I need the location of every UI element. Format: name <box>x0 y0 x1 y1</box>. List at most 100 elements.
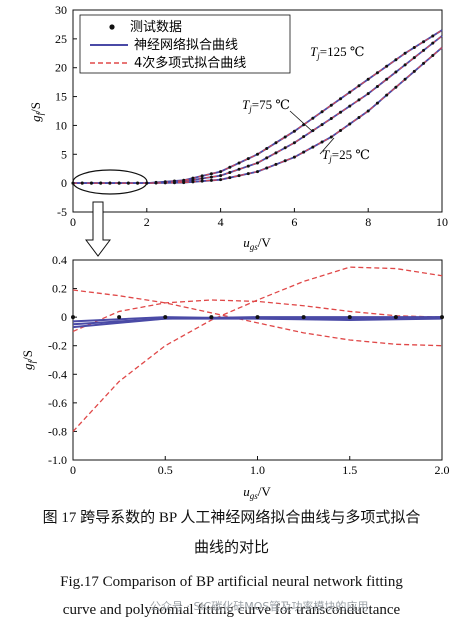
top-measured-point <box>99 181 103 185</box>
top-measured-point <box>292 155 296 159</box>
top-measured-point <box>394 58 398 62</box>
top-measured-point <box>302 150 306 154</box>
top-plot-frame <box>72 9 443 213</box>
bottom-xtick-label: 2.0 <box>435 463 450 477</box>
top-measured-point <box>422 48 426 52</box>
top-measured-point <box>283 146 287 150</box>
top-measured-point <box>89 181 93 185</box>
bottom-measured-point <box>163 315 168 320</box>
top-measured-point <box>320 123 324 127</box>
bottom-measured-point <box>440 315 444 320</box>
top-measured-point <box>329 103 333 107</box>
bottom-xtick-label: 1.5 <box>342 463 357 477</box>
top-ytick-label: 5 <box>61 147 67 161</box>
top-measured-point <box>375 71 379 75</box>
top-measured-point <box>237 161 241 165</box>
top-measured-point <box>246 172 250 176</box>
bottom-chart: 0 0.5 1.0 1.5 2.0 -1.0 -0.8 -0.6 -0.4 -0.2 0 0.2 0.4… <box>20 253 450 501</box>
bottom-ytick-label: -0.4 <box>48 367 67 381</box>
top-measured-point <box>209 178 213 182</box>
top-measured-point <box>256 170 259 174</box>
bottom-poly-curve-1 <box>72 299 443 333</box>
bottom-axis-ticks: 0 0.5 1.0 1.5 2.0 -1.0 -0.8 -0.6 -0.4 -0.2 0 0.2 0.4 <box>48 253 450 477</box>
top-measured-point <box>357 98 361 102</box>
top-measured-point <box>163 181 167 185</box>
caption-cn-line1: 图 17 跨导系数的 BP 人工神经网络拟合曲线与多项式拟合 <box>42 510 421 526</box>
top-measured-point <box>431 34 435 38</box>
top-xtick-label: 0 <box>70 215 76 229</box>
top-measured-point <box>375 84 379 88</box>
top-measured-point <box>292 141 296 145</box>
top-measured-point <box>209 172 213 176</box>
top-series-group <box>71 29 443 185</box>
top-measured-point <box>311 145 315 149</box>
top-measured-point <box>320 140 324 144</box>
top-measured-point <box>339 128 343 132</box>
bottom-xtick-label: 1.0 <box>250 463 265 477</box>
top-measured-point <box>219 174 223 178</box>
top-measured-point <box>219 178 223 182</box>
bottom-series-group <box>71 266 444 432</box>
top-xlabel: ugs/V <box>243 235 271 252</box>
top-measured-point <box>431 53 435 57</box>
top-measured-point <box>329 135 333 139</box>
top-ytick-label: 0 <box>61 176 67 190</box>
top-measured-point <box>200 177 204 181</box>
top-ytick-label: 30 <box>55 3 67 17</box>
top-measured-point <box>385 64 389 68</box>
top-measured-point <box>126 181 130 185</box>
top-xtick-label: 10 <box>436 215 448 229</box>
bottom-ytick-label: -0.2 <box>48 339 67 353</box>
annotation-tj-75-pointer <box>289 110 313 132</box>
bottom-ytick-label: 0 <box>61 310 67 324</box>
bottom-ytick-label: -0.6 <box>48 396 67 410</box>
top-measured-point <box>348 104 352 108</box>
top-measured-point <box>283 159 287 163</box>
top-ytick-label: 25 <box>55 32 67 46</box>
top-measured-point <box>422 61 426 65</box>
bottom-measured-point <box>71 315 75 320</box>
top-measured-point <box>228 176 232 180</box>
bottom-measured-point <box>255 315 260 320</box>
top-ylabel: gf/S <box>28 102 45 122</box>
top-ytick-label: 15 <box>55 90 67 104</box>
bottom-measured-point <box>347 315 352 320</box>
top-measured-point <box>136 181 140 185</box>
top-measured-point <box>265 156 269 160</box>
bottom-ytick-label: -1.0 <box>48 453 67 467</box>
top-measured-point <box>237 174 241 178</box>
top-measured-point <box>422 40 426 44</box>
top-measured-point <box>403 63 407 67</box>
top-measured-point <box>385 93 389 97</box>
bottom-measured-point <box>209 315 214 320</box>
top-measured-point <box>274 141 278 145</box>
top-measured-point <box>219 170 223 174</box>
top-measured-point <box>375 101 379 105</box>
top-measured-point <box>200 174 204 178</box>
top-measured-point <box>366 109 370 113</box>
top-measured-point <box>348 90 352 94</box>
top-xtick-label: 4 <box>218 215 224 229</box>
top-measured-point <box>117 181 121 185</box>
top-measured-point <box>403 51 407 55</box>
bottom-xlabel: ugs/V <box>243 484 271 501</box>
top-measured-point <box>265 166 269 170</box>
top-measured-point <box>228 170 232 174</box>
bottom-poly-curve-0 <box>72 266 443 432</box>
bottom-measured-point <box>393 315 398 320</box>
top-measured-point <box>256 161 259 165</box>
bottom-xtick-label: 0.5 <box>158 463 173 477</box>
top-measured-point <box>339 110 343 114</box>
zoom-arrow <box>85 201 111 257</box>
bottom-measured-point <box>117 315 122 320</box>
top-measured-point <box>366 92 370 96</box>
top-measured-point <box>172 181 176 185</box>
top-measured-point <box>320 110 324 114</box>
top-ytick-label: 20 <box>55 61 67 75</box>
top-measured-point <box>339 97 343 101</box>
legend-point-marker <box>109 24 115 30</box>
annotation-tj-125: Tj=125 ℃ <box>310 44 364 61</box>
legend-label-poly: 4次多项式拟合曲线 <box>134 55 246 71</box>
